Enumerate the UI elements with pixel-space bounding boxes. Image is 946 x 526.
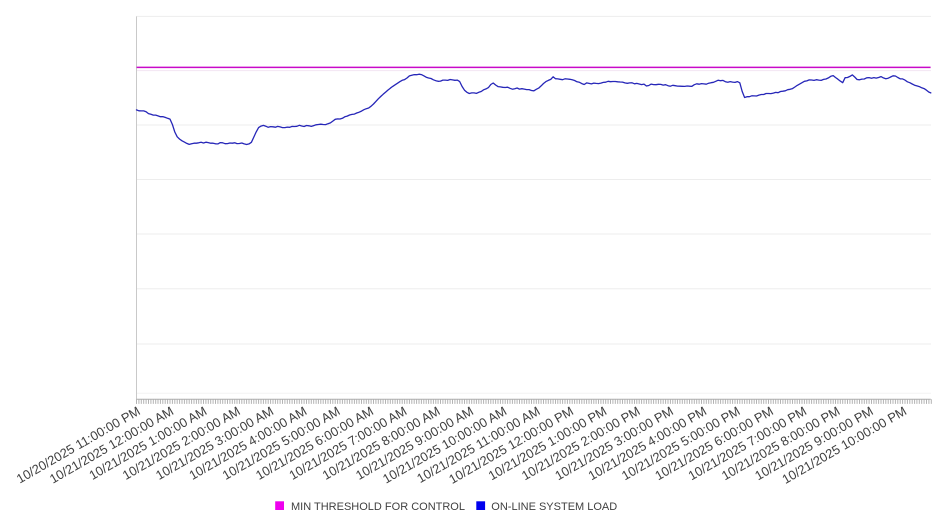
svg-text:ON-LINE SYSTEM LOAD: ON-LINE SYSTEM LOAD — [491, 501, 617, 513]
svg-text:MIN THRESHOLD FOR CONTROL: MIN THRESHOLD FOR CONTROL — [291, 501, 465, 513]
